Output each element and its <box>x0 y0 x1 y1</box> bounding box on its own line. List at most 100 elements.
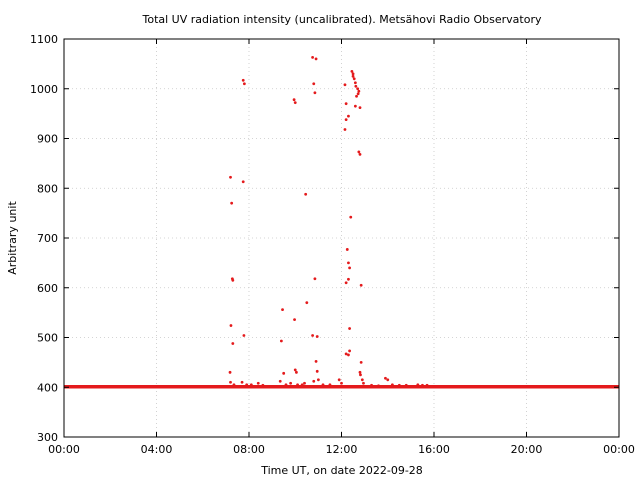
y-tick-label: 900 <box>37 133 58 146</box>
data-point <box>278 379 282 383</box>
data-point <box>311 56 314 59</box>
data-point <box>344 102 348 106</box>
data-point <box>355 94 358 98</box>
data-point <box>353 104 357 108</box>
tick-marks <box>63 38 620 438</box>
chart-title: Total UV radiation intensity (uncalibrat… <box>142 13 542 26</box>
data-point <box>360 378 364 382</box>
data-point <box>386 378 390 382</box>
data-point <box>347 353 350 357</box>
data-point <box>384 376 387 380</box>
data-point <box>404 383 408 387</box>
data-point <box>353 81 357 85</box>
data-point <box>421 383 424 387</box>
data-point <box>321 383 325 387</box>
data-point <box>279 339 283 343</box>
data-point <box>345 248 349 251</box>
x-tick-label: 00:00 <box>48 443 80 456</box>
y-tick-label: 300 <box>37 431 58 444</box>
data-point <box>284 383 288 387</box>
x-tick-labels: 00:00 04:00 08:00 12:00 16:00 20:00 00:00 <box>48 443 635 456</box>
data-point <box>377 384 380 388</box>
x-tick-label: 04:00 <box>141 443 173 456</box>
data-point <box>344 118 348 121</box>
data-point <box>425 383 429 387</box>
data-point <box>344 352 348 356</box>
data-point <box>311 334 314 337</box>
data-point <box>347 261 350 265</box>
data-point <box>358 370 362 374</box>
data-point <box>337 378 341 382</box>
x-tick-label: 08:00 <box>233 443 265 456</box>
data-point <box>357 150 361 154</box>
data-point <box>314 359 318 363</box>
y-tick-label: 400 <box>37 381 58 394</box>
y-tick-label: 700 <box>37 232 58 245</box>
data-point <box>242 82 246 86</box>
data-point <box>312 82 316 86</box>
data-point <box>315 369 319 373</box>
data-point <box>312 379 316 383</box>
data-point <box>229 175 232 179</box>
data-point <box>359 283 363 287</box>
data-point <box>293 318 296 321</box>
data-point <box>352 77 356 81</box>
data-point <box>357 89 361 93</box>
y-tick-label: 1100 <box>30 33 58 46</box>
data-point <box>351 72 355 76</box>
data-point <box>232 383 236 387</box>
data-point <box>282 371 286 375</box>
data-point <box>328 383 332 387</box>
data-point <box>245 383 249 387</box>
data-point <box>358 106 362 110</box>
data-point <box>343 83 347 87</box>
data-point <box>359 373 362 377</box>
data-point <box>292 98 296 102</box>
data-point <box>390 383 394 387</box>
data-point <box>261 383 265 387</box>
data-point <box>289 381 293 385</box>
data-point <box>305 301 309 305</box>
data-point <box>241 180 245 184</box>
x-axis-label: Time UT, on date 2022-09-28 <box>260 464 423 477</box>
data-point <box>293 368 297 372</box>
data-point <box>303 381 306 385</box>
x-tick-label: 20:00 <box>511 443 543 456</box>
data-point <box>354 84 358 88</box>
data-point <box>348 327 351 330</box>
data-point <box>231 278 235 282</box>
data-point <box>249 383 253 387</box>
data-point <box>229 324 233 327</box>
data-points <box>228 56 429 388</box>
data-point <box>256 381 260 385</box>
y-tick-label: 800 <box>37 182 58 195</box>
data-point <box>397 383 401 387</box>
data-point <box>343 128 347 131</box>
data-point <box>416 383 420 387</box>
data-point <box>350 69 354 73</box>
data-point <box>231 342 235 345</box>
data-point <box>281 308 284 312</box>
data-point <box>241 78 245 82</box>
data-point <box>314 57 318 61</box>
y-axis-label: Arbitrary unit <box>6 201 19 275</box>
x-tick-label: 16:00 <box>418 443 450 456</box>
data-point <box>304 192 308 196</box>
data-point <box>347 114 350 118</box>
data-point <box>300 383 304 387</box>
data-point <box>362 381 365 385</box>
data-point <box>370 383 373 387</box>
data-point <box>347 277 350 281</box>
data-point <box>230 201 234 205</box>
data-point <box>356 92 360 96</box>
x-tick-label: 12:00 <box>326 443 358 456</box>
data-point <box>295 370 298 374</box>
data-point <box>351 74 355 78</box>
data-point <box>349 215 353 219</box>
data-point <box>242 334 246 337</box>
data-point <box>344 281 348 285</box>
data-point <box>348 349 351 353</box>
data-point <box>356 87 360 91</box>
